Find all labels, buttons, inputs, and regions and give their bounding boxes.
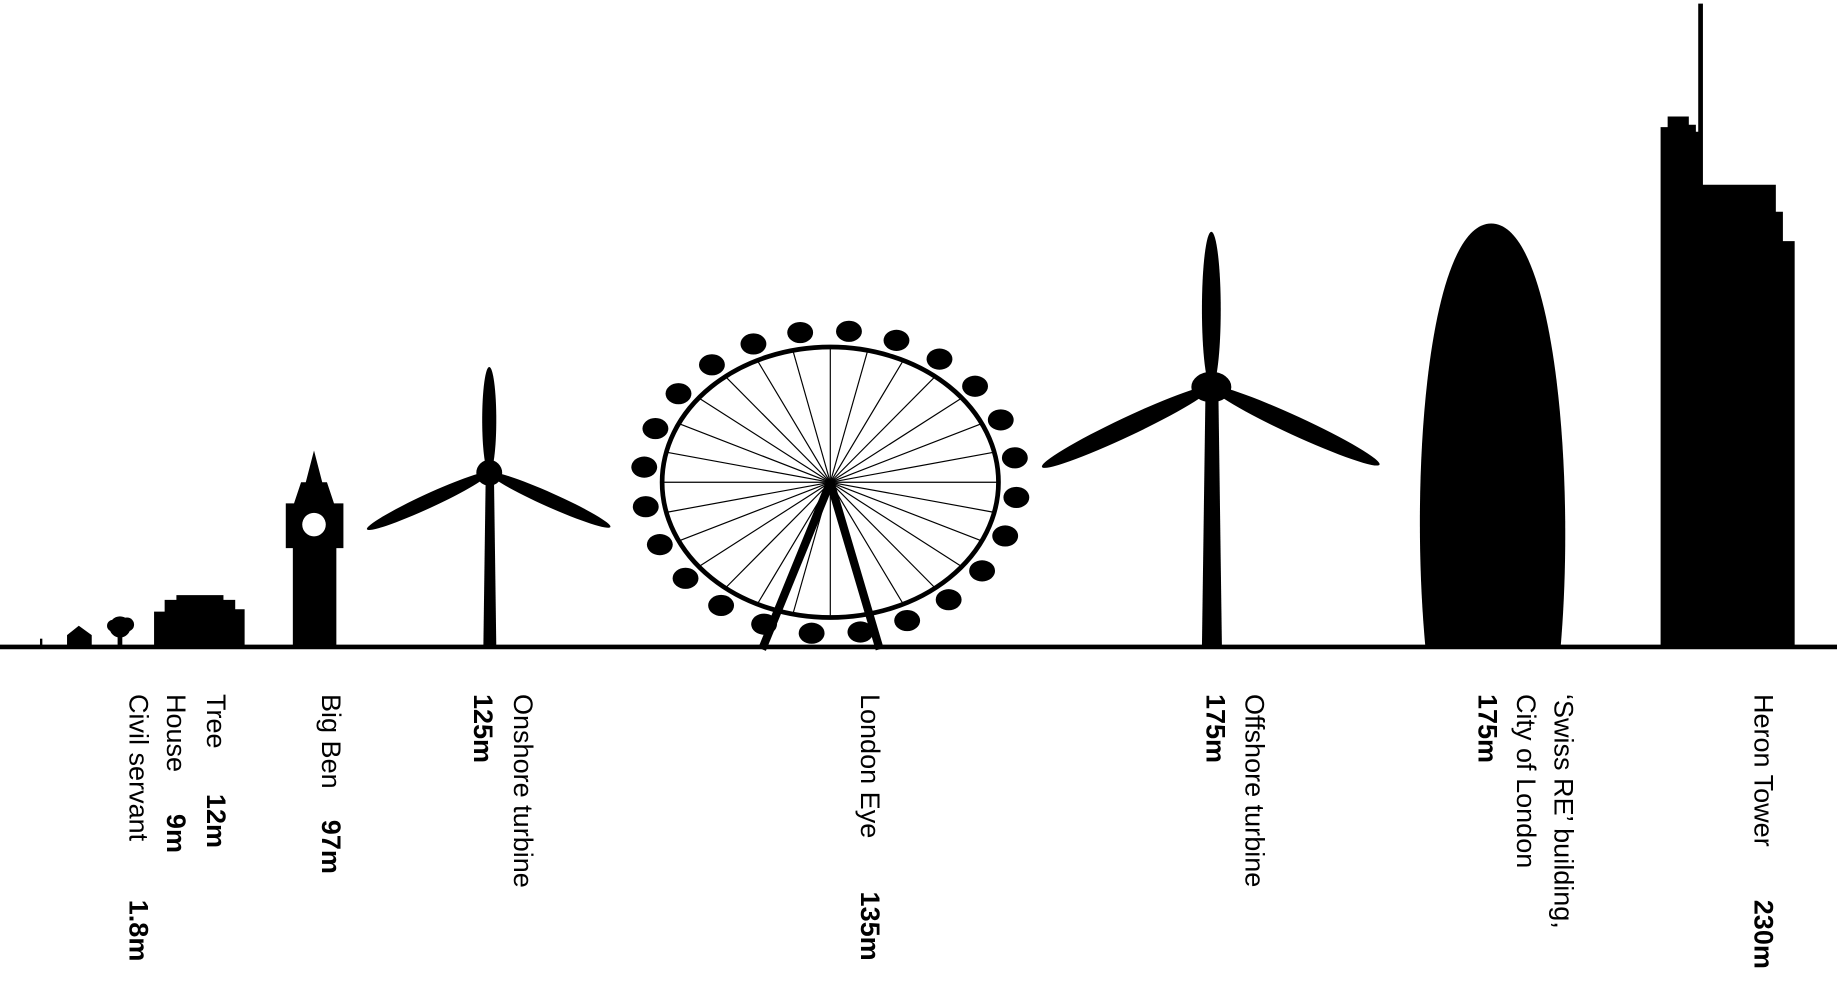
item-name: City of London <box>1511 694 1541 868</box>
eye-spoke <box>829 481 963 568</box>
eye-spoke <box>829 350 869 483</box>
eye-capsule <box>698 354 725 376</box>
eye-capsule <box>883 329 910 351</box>
eye-spoke <box>829 482 869 615</box>
item-height: 1.8m <box>123 900 153 962</box>
eye-spoke <box>678 481 831 542</box>
eye-spoke <box>830 481 983 542</box>
item-name: Big Ben <box>316 694 346 789</box>
eye-spoke <box>792 350 831 483</box>
gherkin-silhouette <box>1419 223 1566 647</box>
eye-capsule <box>665 383 692 405</box>
eye-spoke <box>830 423 983 483</box>
house-silhouette <box>67 625 92 647</box>
item-height: 125m <box>468 694 498 763</box>
eye-capsule <box>836 320 862 342</box>
eye-capsule <box>1003 486 1030 508</box>
item-height: 135m <box>855 892 885 961</box>
london-eye-silhouette <box>631 320 1030 651</box>
eye-spoke <box>666 481 831 513</box>
eye-spoke <box>829 397 963 483</box>
labels: Tree 12m House 9m Civil servant 1.8m Big… <box>123 694 1778 969</box>
item-name: House <box>161 694 191 772</box>
eye-spoke <box>666 451 831 483</box>
eye-spoke <box>829 376 936 483</box>
eye-capsule <box>740 333 767 355</box>
eye-spoke <box>725 481 831 589</box>
eye-capsule <box>798 622 825 644</box>
eye-capsule <box>646 534 673 556</box>
turbine-blade <box>1041 386 1212 468</box>
eye-capsule <box>642 417 669 440</box>
eye-spoke <box>829 481 904 605</box>
item-name: Onshore turbine <box>508 694 538 888</box>
item-height: 175m <box>1201 694 1231 763</box>
eye-capsule <box>987 409 1014 431</box>
heron-tower-silhouette <box>1660 3 1795 647</box>
turbine-blade <box>366 472 490 531</box>
eye-capsule <box>969 560 996 582</box>
eye-spoke <box>698 481 831 568</box>
turbine-blade <box>1211 386 1380 466</box>
eye-capsule <box>708 594 735 617</box>
item-name: Civil servant <box>123 694 153 842</box>
item-height: 230m <box>1749 900 1779 969</box>
item-height: 12m <box>201 794 231 848</box>
eye-spoke <box>830 481 995 513</box>
eye-spoke <box>698 397 831 483</box>
eye-capsule <box>847 621 874 643</box>
eye-spoke <box>829 481 936 589</box>
eye-capsule <box>1001 447 1028 469</box>
eye-capsule <box>894 609 921 632</box>
item-name: ‘Swiss RE’ building, <box>1549 694 1579 929</box>
person-silhouette <box>39 638 43 647</box>
eye-spoke <box>678 423 831 483</box>
eye-capsule <box>672 567 699 589</box>
offshore-turbine-silhouette <box>1041 231 1380 647</box>
onshore-turbine-silhouette <box>366 367 611 647</box>
item-height: 97m <box>316 820 346 874</box>
turbine-blade <box>489 472 611 528</box>
tree-silhouette <box>107 616 135 647</box>
big-ben-silhouette <box>285 450 344 647</box>
eye-spoke <box>756 481 831 605</box>
eye-capsule <box>631 456 658 478</box>
item-name: London Eye <box>855 694 885 838</box>
eye-capsule <box>751 613 778 635</box>
item-height: 175m <box>1472 694 1502 763</box>
item-name: Tree <box>201 694 231 749</box>
eye-capsule <box>992 525 1019 547</box>
eye-spoke <box>830 451 995 483</box>
building-silhouette <box>154 595 245 647</box>
eye-capsule <box>632 496 659 518</box>
eye-spoke <box>756 360 831 483</box>
item-height: 9m <box>161 814 191 853</box>
turbine-blade <box>1201 231 1221 388</box>
item-name: Heron Tower <box>1749 694 1779 847</box>
eye-spoke <box>829 360 904 483</box>
eye-capsule <box>787 321 814 344</box>
eye-capsule <box>935 589 962 611</box>
eye-capsule <box>926 348 953 370</box>
eye-capsule <box>962 375 988 397</box>
eye-spoke <box>792 482 831 615</box>
eye-spoke <box>725 376 831 483</box>
item-name: Offshore turbine <box>1239 694 1269 887</box>
turbine-blade <box>482 367 497 473</box>
